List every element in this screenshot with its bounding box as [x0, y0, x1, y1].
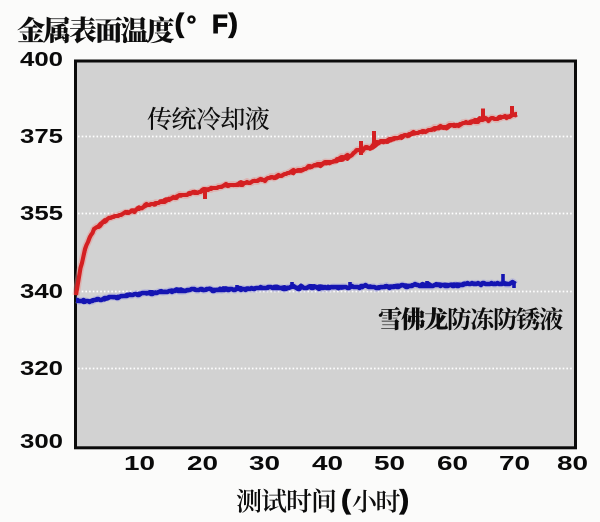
- svg-text:20: 20: [187, 453, 218, 475]
- svg-text:320: 320: [20, 358, 63, 380]
- svg-text:375: 375: [20, 126, 63, 148]
- svg-text:(: (: [342, 485, 351, 515]
- svg-text:400: 400: [20, 49, 63, 71]
- svg-text:F: F: [212, 9, 228, 39]
- svg-text:340: 340: [20, 281, 63, 303]
- svg-text:300: 300: [20, 431, 63, 453]
- svg-text:10: 10: [124, 453, 155, 475]
- svg-text:70: 70: [499, 453, 530, 475]
- svg-text:355: 355: [20, 203, 63, 225]
- svg-text:(: (: [175, 10, 184, 38]
- svg-text:50: 50: [374, 453, 405, 475]
- svg-text:°: °: [187, 11, 197, 39]
- svg-text:): ): [400, 485, 409, 515]
- svg-text:40: 40: [312, 453, 343, 475]
- svg-text:80: 80: [557, 453, 588, 475]
- svg-text:60: 60: [437, 453, 468, 475]
- svg-text:): ): [229, 10, 238, 38]
- svg-text:30: 30: [249, 453, 280, 475]
